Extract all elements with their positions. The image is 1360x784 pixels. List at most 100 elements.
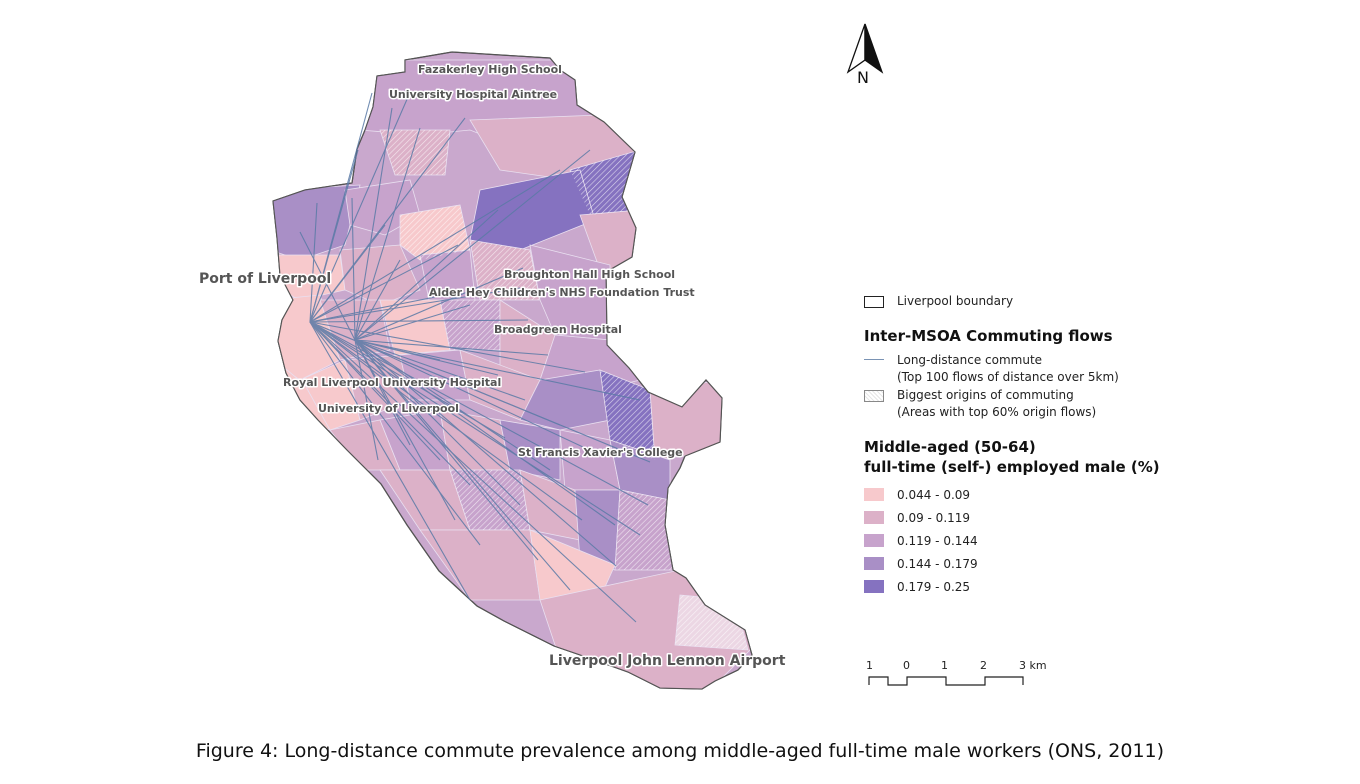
label-university: University of Liverpool (318, 402, 459, 415)
class-label: 0.119 - 0.144 (897, 533, 978, 548)
legend-class-row: 0.044 - 0.09 (864, 483, 1164, 506)
commute-flow-line (354, 339, 551, 471)
commute-flow-line (309, 321, 441, 461)
commute-flow-line (309, 319, 529, 323)
legend-origins-label: Biggest origins of commuting (897, 388, 1074, 402)
commute-flow-line (309, 294, 446, 323)
class-label: 0.09 - 0.119 (897, 510, 971, 525)
commute-flow-line (354, 304, 471, 341)
commute-flow-line (309, 169, 561, 323)
origin-area (615, 490, 675, 570)
commute-flow-line (309, 202, 318, 323)
scale-tick-label: 1 (866, 659, 873, 672)
legend-class-heading-1: Middle-aged (50-64) (864, 438, 1036, 456)
scale-tick-label: 1 (941, 659, 948, 672)
origins-swatch (864, 390, 884, 402)
commute-flow-line (354, 127, 421, 341)
origin-area (600, 370, 655, 460)
commute-flow-line (351, 197, 356, 341)
figure-caption: Figure 4: Long-distance commute prevalen… (195, 740, 1165, 762)
class-label: 0.179 - 0.25 (897, 579, 971, 594)
label-alder-hey: Alder Hey Children's NHS Foundation Trus… (429, 286, 695, 299)
legend-long-distance-note: (Top 100 flows of distance over 5km) (897, 370, 1119, 384)
legend-classes: 0.044 - 0.09 0.09 - 0.119 0.119 - 0.144 … (864, 483, 1164, 598)
commute-flow-line (354, 209, 499, 341)
north-label: N (857, 68, 869, 87)
place-labels: Fazakerley High School University Hospit… (198, 62, 788, 671)
legend-class-heading-2: full-time (self-) employed male (%) (864, 458, 1160, 476)
label-aintree: University Hospital Aintree (389, 88, 557, 101)
label-airport: Liverpool John Lennon Airport (549, 653, 786, 669)
commute-flow-line (309, 321, 431, 416)
scale-bar-line (868, 676, 1024, 686)
legend-flows-heading: Inter-MSOA Commuting flows (864, 327, 1113, 345)
commute-flow-line (309, 321, 583, 521)
north-arrow: N (840, 20, 890, 94)
commute-flow-line (354, 339, 571, 591)
origin-area (380, 130, 450, 175)
commute-flow-line (354, 339, 441, 361)
commuting-flows (299, 92, 651, 623)
scale-tick-label: 3 km (1019, 659, 1047, 672)
legend-boundary-label: Liverpool boundary (897, 294, 1014, 308)
commute-flow-line (309, 321, 651, 463)
commute-flow-line (354, 339, 526, 401)
msoa-area (519, 369, 611, 431)
label-broughton: Broughton Hall High School (504, 268, 675, 281)
label-royal: Royal Liverpool University Hospital (283, 376, 501, 389)
legend-long-distance-label: Long-distance commute (897, 353, 1043, 367)
commute-flow-line (354, 259, 401, 341)
commute-flow-line (354, 339, 617, 567)
legend: Liverpool boundary Inter-MSOA Commuting … (864, 294, 1164, 598)
legend-boundary-row: Liverpool boundary (864, 294, 1164, 308)
class-swatch (864, 534, 884, 547)
msoa-area (399, 349, 471, 401)
north-arrow-icon: N (846, 23, 884, 87)
commute-flow-line (354, 267, 524, 341)
flow-line-swatch (864, 359, 884, 360)
legend-class-row: 0.119 - 0.144 (864, 529, 1164, 552)
commute-flow-line (354, 339, 521, 506)
scale-tick-label: 2 (980, 659, 987, 672)
class-swatch (864, 557, 884, 570)
origin-area (440, 300, 500, 350)
label-port: Port of Liverpool (199, 271, 331, 287)
origin-area (675, 595, 748, 650)
boundary-swatch (864, 296, 884, 308)
label-broadgreen: Broadgreen Hospital (494, 323, 622, 336)
commute-flow-line (309, 321, 586, 373)
commute-flow-line (309, 321, 471, 601)
legend-origins-note: (Areas with top 60% origin flows) (897, 405, 1097, 419)
origin-area (400, 205, 470, 260)
origin-area (470, 240, 540, 300)
commute-flow-line (309, 244, 459, 323)
commute-flow-line (354, 339, 601, 456)
commute-flow-line (309, 149, 359, 323)
class-label: 0.044 - 0.09 (897, 487, 971, 502)
liverpool-boundary-outline (272, 51, 753, 690)
commute-flow-line (354, 339, 616, 526)
legend-flow-row: Long-distance commute (Top 100 flows of … (864, 352, 1164, 386)
msoa-area (273, 184, 361, 261)
commute-flow-line (354, 339, 411, 446)
class-swatch (864, 580, 884, 593)
label-st-francis: St Francis Xavier's College (518, 446, 683, 459)
commute-flow-line (309, 224, 386, 323)
class-label: 0.144 - 0.179 (897, 556, 978, 571)
scale-bar-graphic: 1 0 1 2 3 km (866, 659, 1047, 686)
commute-flow-line (309, 321, 481, 546)
commute-flow-line (354, 339, 641, 401)
legend-origins-row: Biggest origins of commuting (Areas with… (864, 387, 1164, 421)
legend-class-row: 0.09 - 0.119 (864, 506, 1164, 529)
class-swatch (864, 511, 884, 524)
commute-flow-line (309, 287, 521, 323)
msoa-area (469, 169, 596, 251)
legend-class-row: 0.179 - 0.25 (864, 575, 1164, 598)
legend-class-row: 0.144 - 0.179 (864, 552, 1164, 575)
scale-bar: 1 0 1 2 3 km (862, 657, 1062, 695)
class-swatch (864, 488, 884, 501)
scale-tick-label: 0 (903, 659, 910, 672)
commute-flow-line (354, 339, 539, 561)
commute-flow-line (309, 321, 637, 623)
